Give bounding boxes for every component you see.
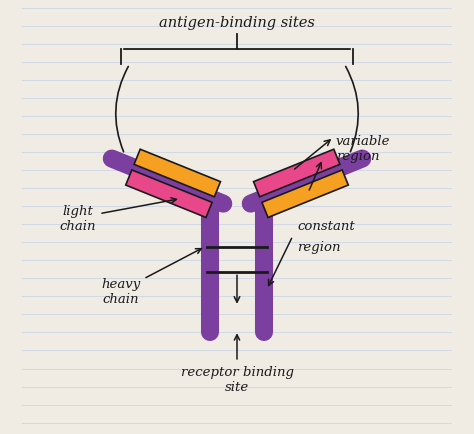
Text: receptor binding
site: receptor binding site xyxy=(181,335,293,393)
Text: constant: constant xyxy=(297,219,355,232)
Text: region: region xyxy=(297,240,341,253)
Polygon shape xyxy=(126,171,212,218)
Text: light
chain: light chain xyxy=(60,198,176,232)
Text: antigen-binding sites: antigen-binding sites xyxy=(159,16,315,30)
Text: heavy
chain: heavy chain xyxy=(101,249,201,305)
Text: variable
region: variable region xyxy=(336,135,390,162)
Polygon shape xyxy=(262,171,348,218)
Polygon shape xyxy=(134,150,220,197)
Polygon shape xyxy=(254,150,340,197)
